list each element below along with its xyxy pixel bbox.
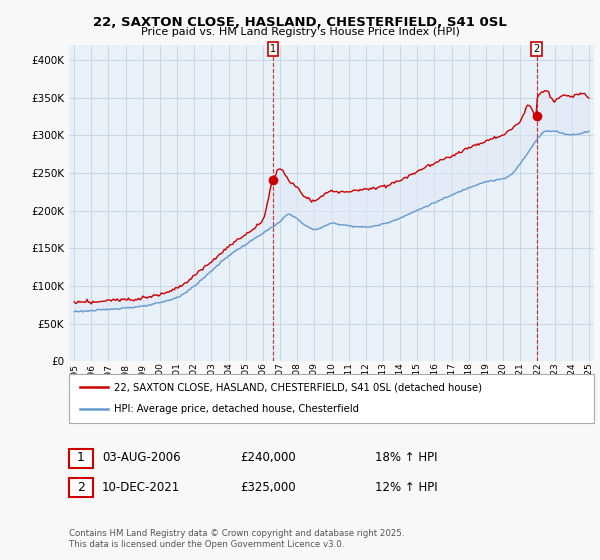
Text: 03-AUG-2006: 03-AUG-2006	[102, 451, 181, 464]
Text: 12% ↑ HPI: 12% ↑ HPI	[375, 480, 437, 494]
Text: 18% ↑ HPI: 18% ↑ HPI	[375, 451, 437, 464]
Text: 1: 1	[77, 451, 85, 464]
Text: 22, SAXTON CLOSE, HASLAND, CHESTERFIELD, S41 0SL (detached house): 22, SAXTON CLOSE, HASLAND, CHESTERFIELD,…	[114, 382, 482, 393]
Text: 1: 1	[270, 44, 276, 54]
Text: Price paid vs. HM Land Registry's House Price Index (HPI): Price paid vs. HM Land Registry's House …	[140, 27, 460, 37]
Text: 22, SAXTON CLOSE, HASLAND, CHESTERFIELD, S41 0SL: 22, SAXTON CLOSE, HASLAND, CHESTERFIELD,…	[93, 16, 507, 29]
Text: £325,000: £325,000	[240, 480, 296, 494]
Text: 10-DEC-2021: 10-DEC-2021	[102, 480, 180, 494]
Text: Contains HM Land Registry data © Crown copyright and database right 2025.
This d: Contains HM Land Registry data © Crown c…	[69, 529, 404, 549]
Text: HPI: Average price, detached house, Chesterfield: HPI: Average price, detached house, Ches…	[114, 404, 359, 414]
Text: 2: 2	[77, 480, 85, 494]
Text: £240,000: £240,000	[240, 451, 296, 464]
Text: 2: 2	[533, 44, 539, 54]
